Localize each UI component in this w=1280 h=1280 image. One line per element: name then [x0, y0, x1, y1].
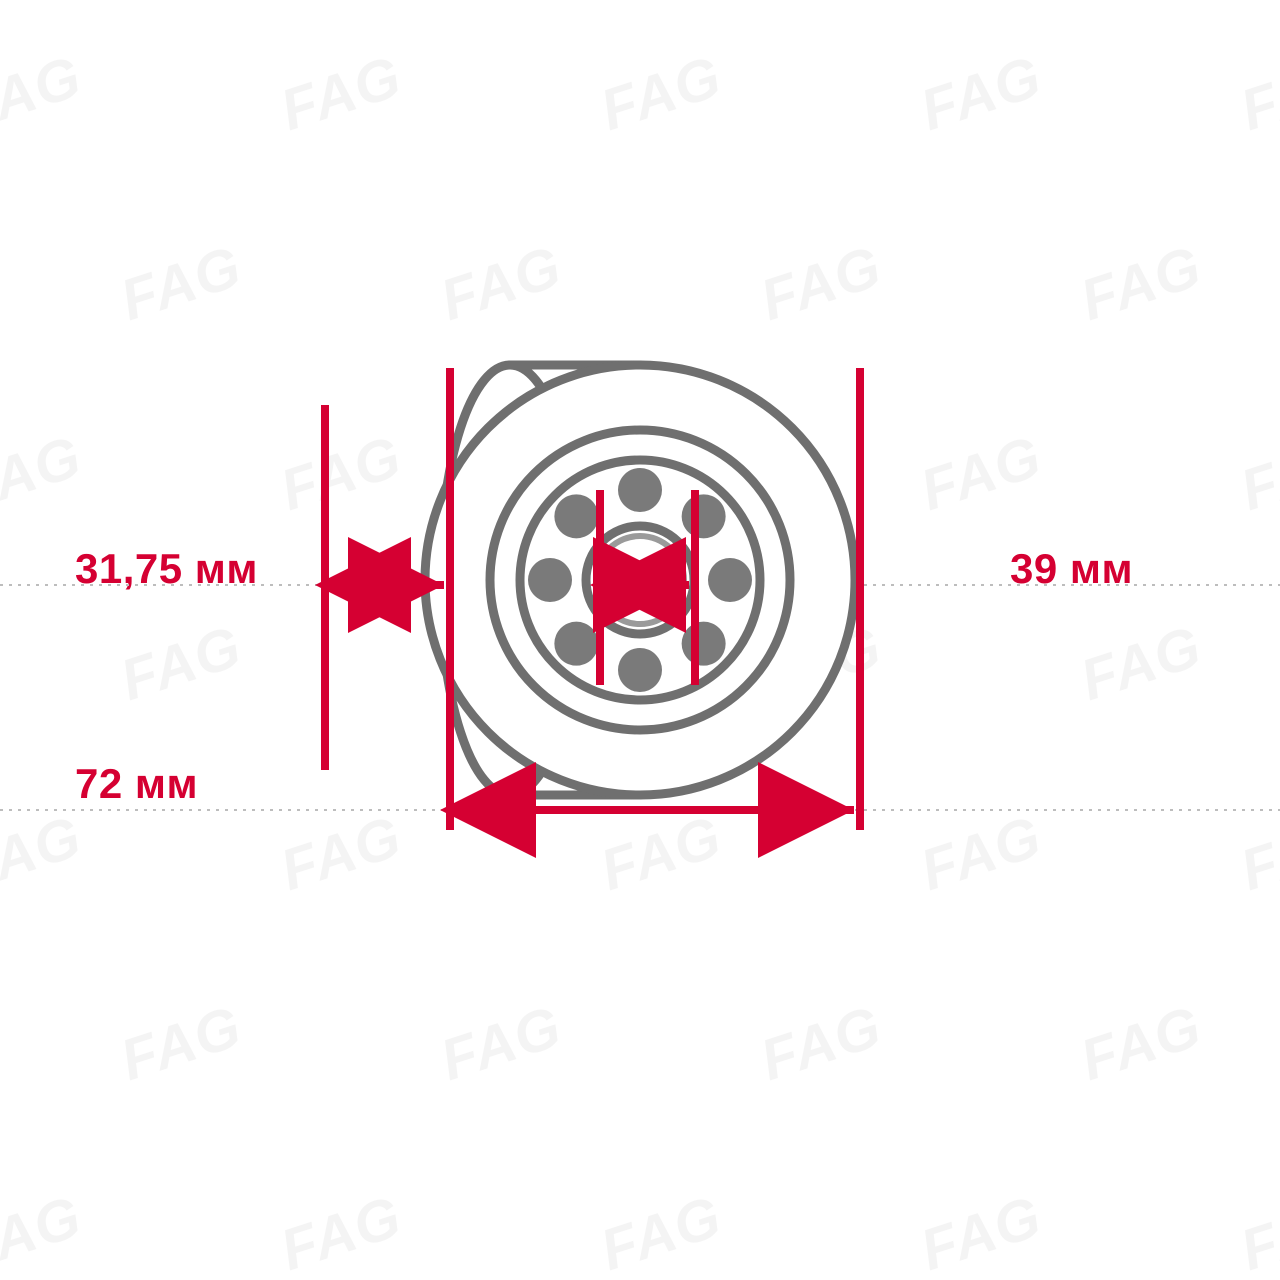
- bearing-drawing: [425, 365, 855, 795]
- dimension-width: [325, 405, 450, 770]
- bearing-diagram: [0, 0, 1280, 1280]
